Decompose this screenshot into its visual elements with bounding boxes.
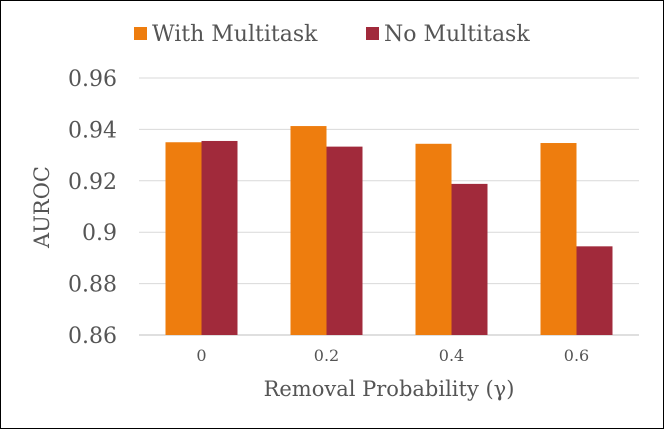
- x-tick-label: 0: [196, 346, 206, 365]
- bar-no-multitask-0.2: [326, 146, 363, 335]
- bar-with-multitask-0.2: [290, 126, 327, 336]
- x-tick-label: 0.4: [439, 346, 464, 365]
- legend-label-with-multitask: With Multitask: [152, 22, 318, 47]
- bar-no-multitask-0.6: [576, 246, 613, 335]
- y-axis-title: AUROC: [30, 166, 54, 249]
- bars: [165, 126, 613, 336]
- y-tick-label: 0.86: [68, 324, 117, 349]
- y-tick-label: 0.94: [68, 118, 117, 143]
- legend: With Multitask No Multitask: [134, 22, 530, 47]
- bar-no-multitask-0.4: [451, 183, 488, 335]
- legend-swatch-with-multitask: [134, 27, 147, 40]
- legend-label-no-multitask: No Multitask: [384, 22, 530, 47]
- y-axis-tick-labels: 0.86 0.88 0.9 0.92 0.94 0.96: [68, 67, 117, 349]
- bar-with-multitask-0.4: [415, 143, 452, 335]
- bar-with-multitask-0.6: [540, 143, 577, 335]
- legend-swatch-no-multitask: [366, 27, 379, 40]
- x-tick-label: 0.2: [314, 346, 339, 365]
- bar-with-multitask-0: [165, 142, 202, 335]
- x-axis-title: Removal Probability (γ): [264, 377, 515, 401]
- y-tick-label: 0.88: [68, 273, 117, 298]
- bar-no-multitask-0: [201, 140, 238, 335]
- y-tick-label: 0.9: [82, 221, 117, 246]
- y-tick-label: 0.92: [68, 170, 117, 195]
- y-tick-label: 0.96: [68, 67, 117, 92]
- x-tick-label: 0.6: [564, 346, 589, 365]
- x-axis-tick-labels: 0 0.2 0.4 0.6: [196, 346, 589, 365]
